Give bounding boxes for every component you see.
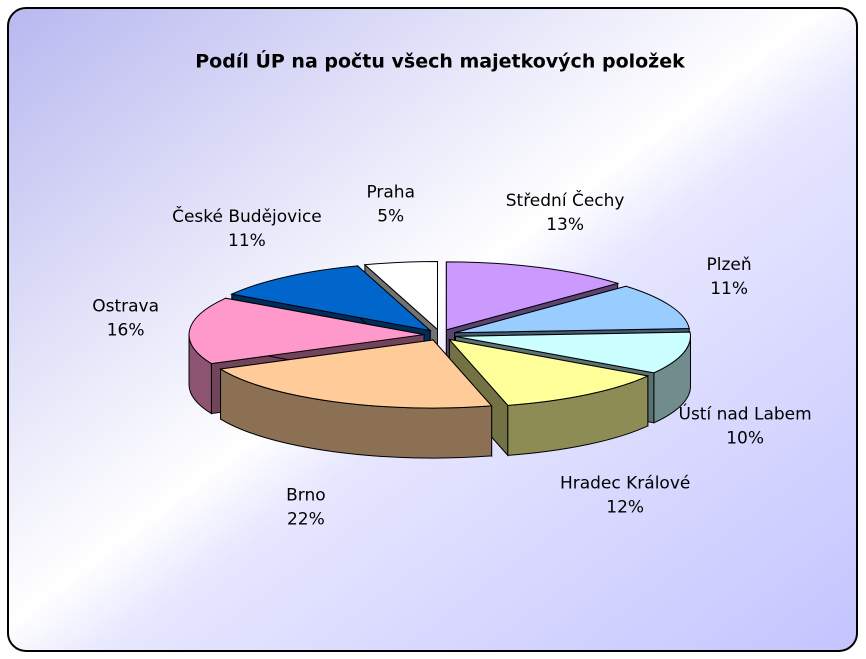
data-label-value: 11% — [228, 231, 266, 251]
slice — [219, 338, 493, 459]
slice-top — [363, 260, 438, 331]
data-label-value: 10% — [726, 429, 764, 449]
data-label-name: Střední Čechy — [506, 189, 625, 211]
pie — [188, 260, 691, 459]
data-label-name: Plzeň — [707, 255, 752, 275]
data-label-value: 12% — [606, 498, 644, 518]
slice-top — [455, 331, 691, 374]
data-label-value: 22% — [287, 509, 325, 529]
data-label-name: Praha — [366, 183, 415, 203]
data-label-name: Ostrava — [92, 296, 159, 316]
chart-title: Podíl ÚP na počtu všech majetkových polo… — [195, 49, 685, 73]
data-label-name: Brno — [286, 485, 326, 505]
data-label-value: 13% — [546, 215, 584, 235]
data-label-name: Hradec Králové — [560, 474, 690, 494]
slice-top — [448, 338, 650, 406]
data-label-name: Ústí nad Labem — [679, 403, 812, 425]
slice-top — [188, 297, 425, 365]
slice-top — [445, 261, 620, 331]
slice-top — [219, 339, 493, 409]
data-label-name: České Budějovice — [172, 205, 322, 227]
data-label-value: 16% — [107, 320, 145, 340]
slice-top — [230, 265, 432, 332]
data-label-value: 11% — [710, 279, 748, 299]
slice-top — [454, 285, 690, 334]
data-label-value: 5% — [377, 207, 404, 227]
